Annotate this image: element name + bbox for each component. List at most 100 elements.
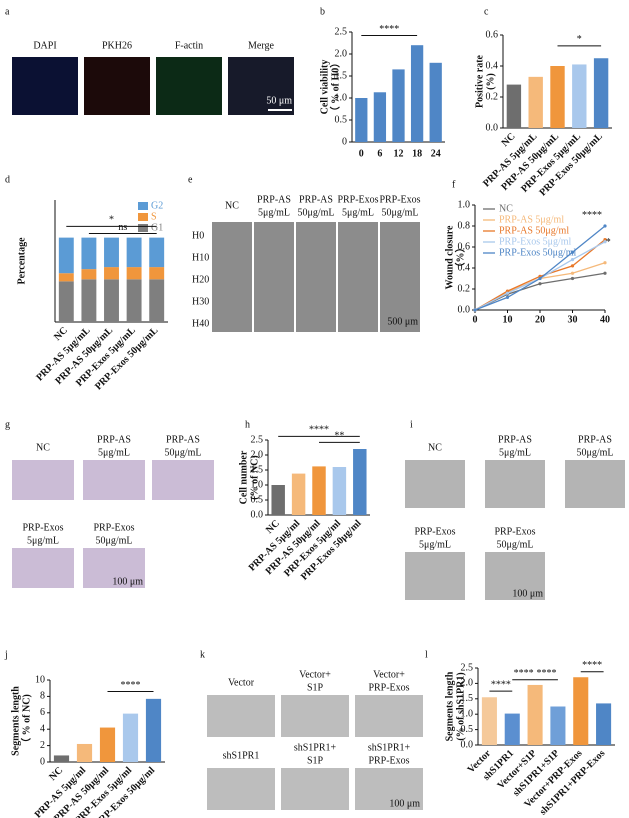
- x-tick-label: NC: [47, 765, 65, 783]
- y-tick-label: 0: [40, 756, 45, 767]
- y-axis-label: Segments length: [444, 671, 455, 741]
- y-tick-label: 0.6: [486, 29, 499, 40]
- point: [570, 264, 575, 268]
- panel-letter: k: [200, 649, 205, 660]
- scale-label: 100 μm: [512, 588, 543, 599]
- image-label: 5μg/mL: [342, 207, 374, 218]
- bar: [353, 449, 367, 515]
- y-tick-label: 0.4: [458, 262, 471, 273]
- y-tick-label: 0.2: [458, 283, 471, 294]
- image-label: NC: [428, 442, 442, 453]
- scale-label: 50 μm: [266, 95, 292, 106]
- x-tick-label: 0: [473, 314, 478, 325]
- x-tick-label: 0: [359, 148, 364, 159]
- micrograph: [212, 222, 252, 332]
- image-label: S1P: [307, 682, 324, 693]
- image-label: DAPI: [33, 40, 56, 51]
- significance-label: *: [577, 34, 582, 45]
- y-tick-label: 0.5: [461, 724, 474, 735]
- image-label: PRP-AS: [299, 194, 333, 205]
- bar: [332, 467, 347, 515]
- bar: [528, 76, 543, 128]
- legend-label: NC: [499, 203, 513, 214]
- significance-label: *: [109, 215, 114, 226]
- point: [570, 250, 575, 254]
- bar: [392, 69, 405, 142]
- micrograph: [228, 57, 294, 115]
- image-label: PRP-AS: [498, 434, 532, 445]
- micrograph: [207, 768, 275, 810]
- bar-segment: [104, 279, 119, 322]
- image-label: 5μg/mL: [98, 447, 130, 458]
- panel-letter: f: [452, 179, 456, 190]
- image-label: PRP-Exos: [337, 194, 378, 205]
- scale-label: 100 μm: [389, 798, 420, 809]
- y-axis-label: Cell viability: [319, 60, 330, 115]
- micrograph: [12, 548, 74, 588]
- bar: [527, 684, 543, 745]
- significance-label: ****: [514, 668, 534, 679]
- point: [505, 295, 510, 299]
- row-label: H10: [192, 252, 209, 263]
- legend-swatch: [138, 213, 148, 221]
- significance-label: ns: [118, 222, 127, 233]
- y-tick-label: 0.0: [461, 739, 474, 750]
- y-axis-label: Cell number: [238, 450, 249, 504]
- micrograph: [12, 460, 74, 500]
- significance-label: ****: [121, 680, 141, 691]
- bar: [355, 98, 368, 142]
- image-label: 50μg/mL: [496, 539, 533, 550]
- bar-segment: [58, 273, 74, 282]
- micrograph: [83, 460, 145, 500]
- image-label: PRP-Exos: [368, 682, 409, 693]
- y-axis-label: Positive rate: [474, 54, 485, 108]
- bar: [481, 697, 497, 745]
- micrograph: [84, 57, 150, 115]
- y-tick-label: 1.5: [335, 70, 348, 81]
- x-tick-label: 10: [503, 314, 513, 325]
- micrograph: [207, 695, 275, 737]
- image-label: 5μg/mL: [499, 447, 531, 458]
- micrograph: [12, 57, 78, 115]
- y-tick-label: 2.5: [335, 26, 348, 37]
- panel-letter: e: [188, 174, 193, 185]
- image-label: 50μg/mL: [95, 535, 132, 546]
- point: [603, 261, 607, 265]
- image-label: PRP-AS: [166, 434, 200, 445]
- y-axis-label: (% of NC): [249, 455, 260, 499]
- legend-label: S: [151, 211, 157, 222]
- y-tick-label: 0.6: [458, 241, 471, 252]
- image-label: F-actin: [175, 40, 203, 51]
- micrograph: [338, 222, 378, 332]
- scale-label: 500 μm: [387, 316, 418, 327]
- point: [473, 308, 477, 312]
- bar: [593, 58, 609, 128]
- bar-segment: [126, 237, 142, 268]
- panel-letter: a: [5, 6, 10, 17]
- legend-swatch: [138, 202, 148, 210]
- image-label: Merge: [248, 40, 274, 51]
- y-axis-label: (% of shS1PR1): [455, 672, 466, 740]
- image-label: PRP-AS: [97, 434, 131, 445]
- micrograph: [83, 548, 145, 588]
- micrograph: [485, 460, 545, 508]
- legend-label: PRP-Exos 50μg/ml: [499, 247, 577, 258]
- y-tick-label: 1.0: [458, 199, 471, 210]
- row-label: H30: [192, 296, 209, 307]
- y-tick-label: 2.0: [461, 678, 474, 689]
- bar: [373, 92, 387, 142]
- image-label: Vector: [228, 677, 255, 688]
- point: [603, 271, 607, 275]
- significance-label: **: [334, 431, 344, 442]
- image-label: shS1PR1+: [368, 742, 411, 753]
- point: [603, 240, 607, 244]
- significance-label: ****: [379, 24, 399, 35]
- point: [538, 282, 542, 286]
- y-tick-label: 2: [40, 740, 45, 751]
- bar: [550, 706, 566, 745]
- bar-segment: [149, 237, 165, 268]
- bar: [506, 84, 522, 128]
- bar-segment: [81, 269, 97, 280]
- image-label: 50μg/mL: [164, 447, 201, 458]
- micrograph: [565, 460, 625, 508]
